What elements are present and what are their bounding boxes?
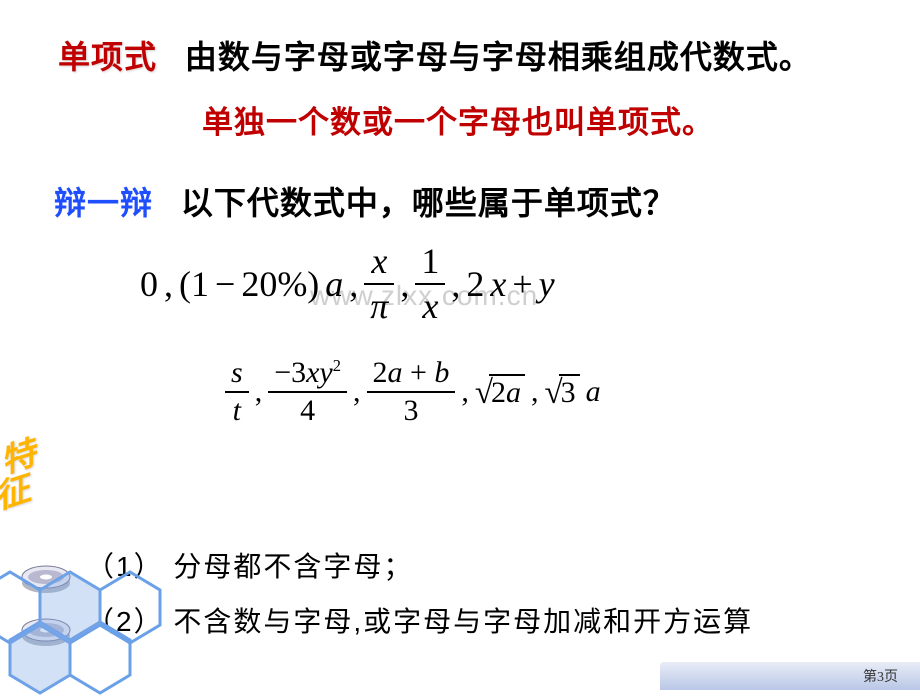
frac-s-over-t: s t [225,355,249,429]
expr-y: y [539,263,555,305]
feature-char-2: 征 [0,469,36,515]
frac-x-over-pi: x π [364,240,394,328]
expr-minus: − [215,263,235,305]
page-number: 第3页 [863,666,898,686]
prompt-line: 辩一辩 以下代数式中，哪些属于单项式？ [54,178,676,224]
expr-percent: 20%) [241,263,319,305]
frac-1-over-x: 1 x [415,240,445,328]
comma: , [349,263,358,305]
expr-plus: + [512,263,532,305]
frac-num: x [365,240,393,283]
definition-line-2: 单独一个数或一个字母也叫单项式。 [202,97,714,142]
math-expressions-row-2: s t , −3xy2 4 , 2a + b 3 , √ 2a , √ 3 a [225,355,601,429]
expr-2: 2 [466,263,484,305]
prompt-label: 辩一辩 [54,185,153,221]
expr-paren-open: (1 [179,263,209,305]
expr-a-after-sqrt: a [586,375,601,409]
hexagon-decoration [0,540,200,700]
comma: , [451,263,460,305]
prompt-question: 以下代数式中，哪些属于单项式？ [181,185,676,221]
frac-num: s [225,355,249,391]
comma: , [461,375,469,409]
comma: , [353,375,361,409]
feature-label: 特 征 [4,435,36,513]
frac-den: x [416,285,444,328]
radicand: 2a [489,374,525,410]
frac-den: t [227,393,247,429]
comma: , [255,375,263,409]
frac-num: 2a + b [367,355,456,391]
frac-2a-plus-b-over-3: 2a + b 3 [367,355,456,429]
expr-a: a [325,263,343,305]
comma: , [531,375,539,409]
radical-icon: √ [475,377,493,413]
definition-text: 由数与字母或字母与字母相乘组成代数式。 [185,39,812,75]
frac-num: −3xy2 [268,355,347,391]
expr-x: x [490,263,506,305]
term-monomial: 单项式 [58,39,157,75]
expr-zero: 0 [140,263,158,305]
math-expressions-row-1: 0 , (1−20%)a , x π , 1 x , 2x + y [140,240,555,328]
comma: , [400,263,409,305]
frac-num: 1 [415,240,445,283]
comma: , [164,263,173,305]
frac-den: π [364,285,394,328]
sqrt-2a: √ 2a [475,374,525,410]
frac-den: 4 [294,393,321,429]
sqrt-3: √ 3 [545,374,580,410]
frac-neg3xy2-over-4: −3xy2 4 [268,355,347,429]
frac-den: 3 [397,393,424,429]
radical-icon: √ [545,377,563,413]
definition-line-1: 单项式 由数与字母或字母与字母相乘组成代数式。 [58,32,812,78]
